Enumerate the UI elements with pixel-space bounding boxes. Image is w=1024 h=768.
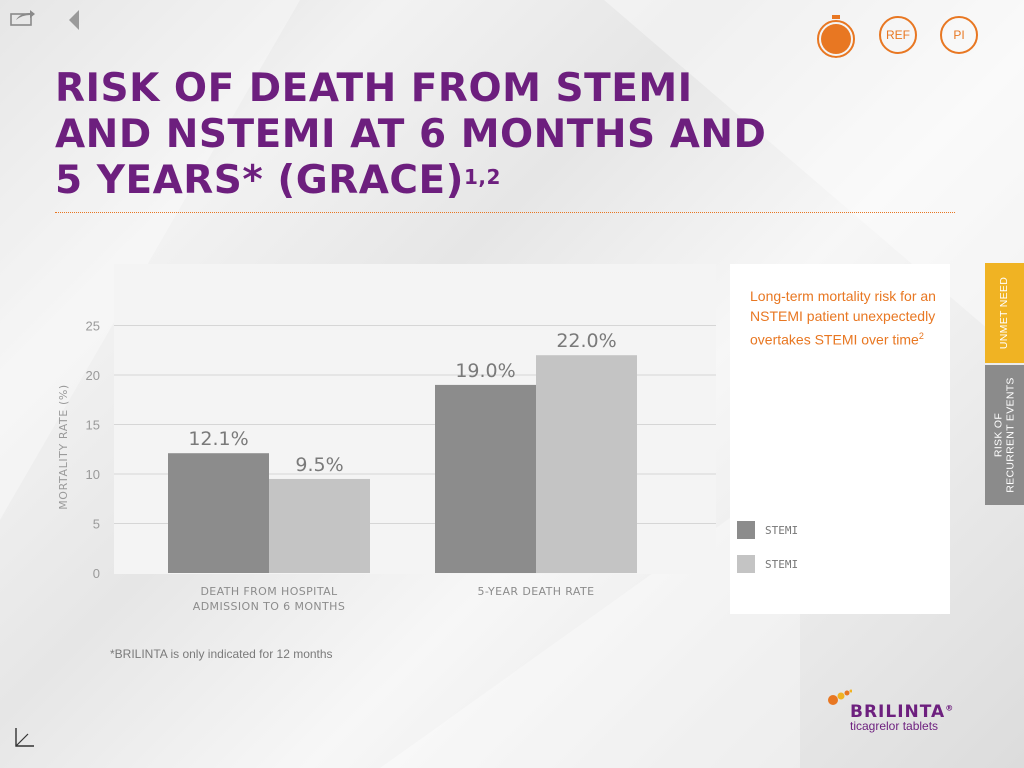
y-tick-label: 15 (86, 418, 100, 433)
callout-text: Long-term mortality risk for an NSTEMI p… (750, 286, 940, 350)
logo-wordmark: BRILINTA® (850, 702, 954, 722)
bar (168, 453, 269, 573)
y-tick-label: 10 (86, 467, 100, 482)
bar-value-label: 9.5% (295, 454, 343, 476)
legend-item-stemi-light: STEMI (737, 555, 798, 573)
x-category-label: 5-YEAR DEATH RATE (478, 585, 595, 598)
footnote: *BRILINTA is only indicated for 12 month… (110, 647, 333, 661)
y-tick-label: 25 (86, 319, 100, 334)
x-category-label: DEATH FROM HOSPITAL (200, 585, 338, 598)
y-tick-label: 5 (93, 517, 100, 532)
tab-recurrent-label-line1: RISK OF (992, 412, 1005, 458)
legend-swatch-dark (737, 521, 755, 539)
title-reference-superscript: 1,2 (464, 165, 501, 189)
callout-panel: Long-term mortality risk for an NSTEMI p… (730, 264, 950, 614)
y-tick-label: 20 (86, 368, 100, 383)
y-axis-label: MORTALITY RATE (%) (57, 384, 70, 510)
bar (536, 355, 637, 573)
y-tick-label: 0 (93, 566, 100, 581)
bar-value-label: 22.0% (556, 330, 616, 352)
bar-value-label: 19.0% (455, 360, 515, 382)
tab-unmet-need-label: UNMET NEED (998, 276, 1011, 350)
bar (435, 384, 536, 573)
bar (269, 478, 370, 573)
stopwatch-icon[interactable] (814, 14, 858, 58)
brilinta-logo: BRILINTA® ticagrelor tablets (826, 688, 996, 738)
pi-button[interactable]: PI (940, 16, 978, 54)
page-title-text: RISK OF DEATH FROM STEMI AND NSTEMI AT 6… (55, 66, 767, 203)
page-title: RISK OF DEATH FROM STEMI AND NSTEMI AT 6… (55, 66, 775, 204)
callout-text-body: Long-term mortality risk for an NSTEMI p… (750, 288, 936, 348)
ref-button[interactable]: REF (879, 16, 917, 54)
logo-registered-mark: ® (945, 703, 955, 713)
x-category-label: ADMISSION TO 6 MONTHS (193, 600, 345, 613)
legend-item-stemi-dark: STEMI (737, 521, 798, 539)
logo-name: BRILINTA (850, 702, 946, 722)
brilinta-logo-mark (828, 689, 852, 705)
logo-subtitle: ticagrelor tablets (850, 719, 939, 733)
share-icon[interactable] (10, 8, 36, 26)
tab-recurrent-label-line2: RECURRENT EVENTS (1004, 377, 1017, 493)
bar-value-label: 12.1% (188, 428, 248, 450)
back-arrow-icon[interactable] (66, 8, 82, 32)
callout-reference-superscript: 2 (918, 331, 924, 341)
title-divider (55, 212, 955, 213)
corner-triangle-icon[interactable] (12, 726, 36, 748)
legend-label-series-2: STEMI (765, 557, 799, 571)
tab-recurrent-label: RISK OF RECURRENT EVENTS (993, 377, 1017, 492)
legend-label-series-1: STEMI (765, 523, 799, 537)
tab-unmet-need[interactable]: UNMET NEED (985, 263, 1024, 363)
legend-swatch-light (737, 555, 755, 573)
tab-risk-of-recurrent-events[interactable]: RISK OF RECURRENT EVENTS (985, 365, 1024, 505)
